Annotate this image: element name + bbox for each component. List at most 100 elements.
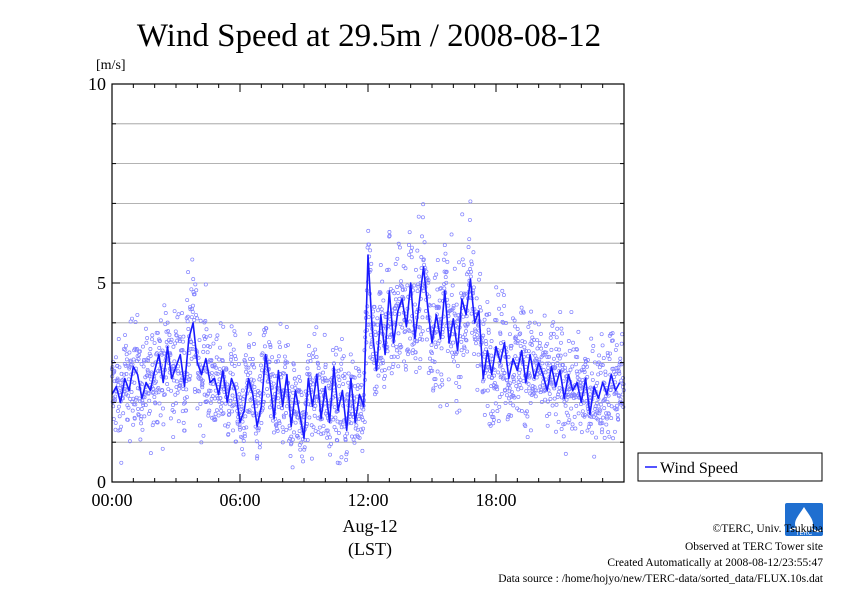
scatter-point [459, 348, 464, 353]
scatter-point [535, 338, 540, 343]
scatter-point [588, 392, 592, 397]
scatter-point [609, 404, 614, 409]
scatter-point [432, 275, 437, 280]
scatter-point [470, 330, 474, 335]
scatter-point [463, 332, 467, 337]
scatter-point [288, 454, 293, 458]
scatter-point [169, 388, 174, 393]
scatter-point [422, 240, 427, 245]
scatter-point [113, 420, 118, 425]
scatter-point [484, 347, 488, 352]
scatter-point [496, 370, 501, 375]
scatter-point [285, 404, 289, 409]
scatter-point [117, 365, 122, 370]
scatter-point [579, 368, 584, 373]
scatter-point [218, 396, 223, 400]
scatter-point [492, 381, 497, 385]
scatter-point [585, 358, 590, 362]
scatter-point [300, 437, 305, 442]
scatter-point [322, 332, 327, 337]
scatter-point [403, 364, 408, 368]
scatter-point [198, 318, 203, 323]
scatter-point [500, 319, 505, 324]
scatter-point [112, 379, 117, 384]
scatter-point [297, 429, 302, 433]
scatter-point [171, 435, 176, 440]
scatter-point [354, 423, 359, 428]
scatter-point [460, 212, 465, 217]
scatter-point [253, 431, 258, 436]
scatter-point [449, 344, 454, 349]
scatter-point [127, 350, 132, 355]
scatter-point [188, 307, 193, 312]
scatter-point [609, 416, 614, 421]
scatter-point [230, 372, 235, 377]
scatter-point [602, 406, 607, 411]
scatter-point [607, 434, 612, 439]
scatter-point [395, 256, 400, 261]
scatter-point [529, 309, 534, 314]
scatter-point [455, 363, 460, 368]
scatter-point [397, 296, 402, 301]
scatter-point [574, 403, 579, 408]
scatter-point [461, 314, 466, 319]
x-tick-label: 00:00 [91, 490, 132, 510]
scatter-point [550, 323, 555, 328]
scatter-point [126, 405, 131, 410]
scatter-point [495, 409, 500, 413]
scatter-point [551, 331, 556, 336]
scatter-point [460, 257, 465, 262]
scatter-point [348, 352, 353, 357]
legend-label: Wind Speed [660, 460, 738, 477]
credit-observed: Observed at TERC Tower site [685, 541, 823, 553]
scatter-point [396, 291, 400, 295]
scatter-point [600, 363, 605, 368]
scatter-point [357, 369, 362, 374]
scatter-point [140, 382, 144, 387]
y-axis-unit: [m/s] [96, 58, 126, 73]
scatter-point [344, 457, 349, 462]
scatter-point [585, 428, 590, 433]
scatter-point [527, 320, 532, 325]
scatter-point [321, 431, 326, 436]
scatter-point [379, 307, 384, 312]
scatter-point [366, 228, 371, 233]
scatter-point [616, 394, 621, 399]
scatter-point [366, 315, 371, 320]
scatter-point [163, 311, 168, 315]
scatter-point [218, 404, 223, 409]
scatter-point [422, 262, 427, 267]
scatter-point [526, 381, 531, 386]
scatter-point [126, 393, 131, 398]
scatter-point [229, 354, 234, 359]
scatter-point [482, 317, 487, 322]
scatter-point [473, 329, 478, 334]
scatter-point [192, 387, 197, 392]
scatter-point [560, 367, 565, 372]
scatter-point [293, 381, 298, 386]
scatter-point [188, 373, 193, 378]
scatter-point [614, 390, 619, 395]
scatter-point [555, 361, 560, 366]
scatter-point [575, 371, 580, 376]
scatter-point [121, 411, 126, 416]
scatter-point [461, 335, 465, 339]
scatter-point [437, 338, 442, 343]
scatter-point [334, 438, 339, 442]
scatter-point [215, 394, 220, 399]
scatter-point [268, 343, 273, 347]
scatter-point [562, 399, 567, 404]
scatter-point [592, 454, 597, 459]
scatter-point [538, 384, 543, 389]
scatter-point [555, 326, 560, 331]
scatter-point [543, 397, 548, 402]
plot-area [110, 83, 626, 483]
y-tick-label: 0 [97, 472, 106, 492]
scatter-point [396, 241, 401, 246]
scatter-point [166, 329, 171, 334]
scatter-point [381, 298, 386, 303]
scatter-point [512, 395, 517, 400]
scatter-point [443, 275, 448, 280]
scatter-point [552, 396, 557, 401]
scatter-point [192, 292, 197, 297]
